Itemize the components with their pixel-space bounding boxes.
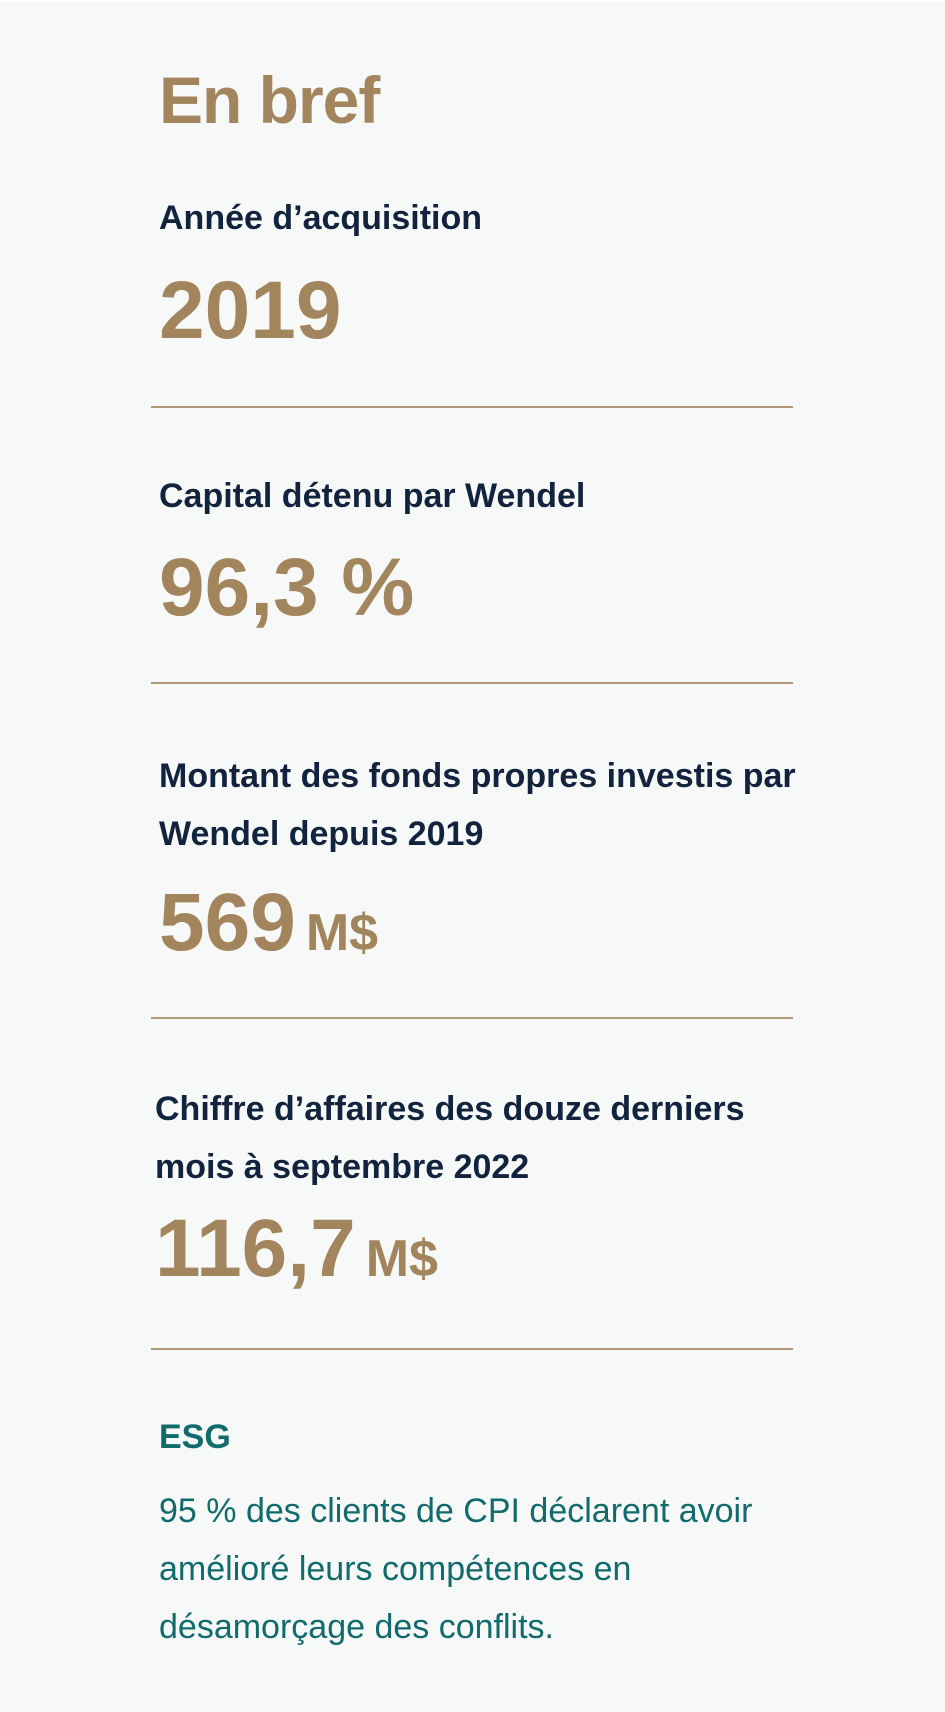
- fact-unit: M$: [305, 904, 379, 962]
- divider: [151, 406, 793, 408]
- fact-value-capital-held: 96,3 %: [159, 547, 414, 629]
- esg-text: 95 % des clients de CPI déclarent avoir …: [159, 1492, 753, 1646]
- fact-label-acquisition-year: Année d’acquisition: [159, 199, 483, 237]
- divider: [151, 1348, 793, 1350]
- fact-number: 2019: [159, 265, 342, 356]
- esg-heading: ESG: [159, 1418, 231, 1456]
- fact-unit: M$: [365, 1230, 438, 1288]
- page-title: En bref: [159, 63, 380, 137]
- fact-number: 116,7: [155, 1203, 356, 1294]
- divider: [151, 1017, 793, 1019]
- fact-label-equity-invested: Montant des fonds propres investis par W…: [159, 757, 796, 853]
- fact-label-capital-held: Capital détenu par Wendel: [159, 477, 586, 515]
- fact-number: 96,3 %: [159, 542, 415, 633]
- fact-value-equity-invested: 569 M$: [159, 882, 378, 964]
- fact-label-revenue: Chiffre d’affaires des douze derniers mo…: [155, 1090, 745, 1186]
- fact-value-acquisition-year: 2019: [159, 270, 341, 352]
- fact-number: 569: [159, 877, 296, 968]
- fact-value-revenue: 116,7 M$: [155, 1208, 438, 1290]
- divider: [151, 682, 793, 684]
